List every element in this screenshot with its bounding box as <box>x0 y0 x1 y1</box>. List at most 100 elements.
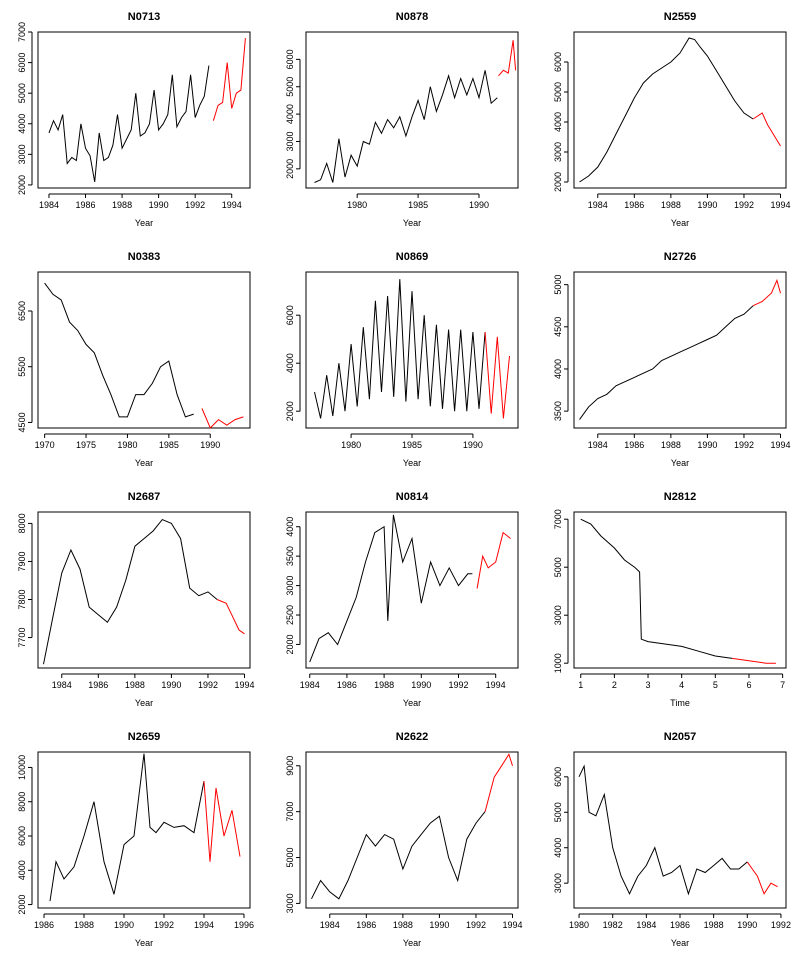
panel-n0814: N0814 1984 1986 1988 1990 1992 1994 2000 2500 300… <box>285 491 519 708</box>
y-tick-label: 4000 <box>17 114 27 134</box>
x-axis-label: Year <box>135 698 153 708</box>
plot-frame <box>573 271 787 429</box>
y-tick-label: 9000 <box>285 756 295 776</box>
chart-title: N2559 <box>664 11 696 23</box>
plot-frame <box>573 31 787 189</box>
x-axis-label: Year <box>135 938 153 948</box>
forecast-series-line <box>216 599 245 635</box>
x-tick-label: 1986 <box>88 680 108 690</box>
y-tick-label: 4000 <box>285 104 295 124</box>
x-tick-label: 1986 <box>356 920 376 930</box>
x-tick-label: 1990 <box>149 200 169 210</box>
history-series-line <box>311 811 486 900</box>
chart-title: N0878 <box>396 11 428 23</box>
y-tick-label: 2000 <box>285 634 295 654</box>
x-axis-label: Year <box>135 218 153 228</box>
x-tick-label: 1986 <box>34 920 54 930</box>
x-tick-label: 1990 <box>469 200 489 210</box>
x-tick-label: 1992 <box>185 200 205 210</box>
x-tick-label: 1984 <box>588 440 608 450</box>
plot-frame <box>573 511 787 669</box>
x-tick-label: 1970 <box>35 440 55 450</box>
history-series-line <box>309 514 473 663</box>
x-tick-label: 1992 <box>734 200 754 210</box>
x-tick-label: 1986 <box>624 440 644 450</box>
x-axis-label: Year <box>135 458 153 468</box>
chart-title: N2812 <box>664 491 696 503</box>
chart-title: N0713 <box>128 11 160 23</box>
panel-n0713: N0713 1984 1986 1988 1990 1992 1994 2000 3000 400… <box>17 11 251 228</box>
x-tick-label: 1988 <box>374 680 394 690</box>
forecast-series-line <box>476 531 511 589</box>
x-tick-label: 1990 <box>697 200 717 210</box>
x-tick-label: 1990 <box>429 920 449 930</box>
panel-n0383: N0383 1970 1975 1980 1985 1990 4500 5500 6500 Yea… <box>17 251 251 468</box>
x-tick-label: 1988 <box>704 920 724 930</box>
x-tick-label: 1988 <box>393 920 413 930</box>
y-tick-label: 2000 <box>285 159 295 179</box>
x-tick-label: 1988 <box>112 200 132 210</box>
plot-frame <box>37 271 251 429</box>
y-tick-label: 3000 <box>285 131 295 151</box>
x-tick-label: 1994 <box>222 200 242 210</box>
x-axis-label: Year <box>671 938 689 948</box>
history-series-line <box>579 305 754 420</box>
y-tick-label: 7000 <box>17 22 27 42</box>
y-tick-label: 4000 <box>285 353 295 373</box>
x-tick-label: 1994 <box>235 680 255 690</box>
x-tick-label: 1980 <box>117 440 137 450</box>
y-tick-label: 3000 <box>17 144 27 164</box>
y-tick-label: 4500 <box>553 317 563 337</box>
y-tick-label: 1000 <box>553 653 563 673</box>
y-tick-label: 5000 <box>285 848 295 868</box>
y-tick-label: 5000 <box>553 82 563 102</box>
x-tick-label: 3 <box>646 680 651 690</box>
x-tick-label: 1984 <box>588 200 608 210</box>
panel-n2559: N2559 1984 1986 1988 1990 1992 1994 2000 3000 400… <box>553 11 791 228</box>
y-tick-label: 2000 <box>17 175 27 195</box>
plot-frame <box>37 751 251 909</box>
x-axis-label: Year <box>671 218 689 228</box>
x-tick-label: 1982 <box>603 920 623 930</box>
y-tick-label: 4000 <box>553 112 563 132</box>
y-tick-label: 4000 <box>17 860 27 880</box>
x-tick-label: 1994 <box>486 680 506 690</box>
plot-frame <box>305 271 519 429</box>
panel-n2687: N2687 1984 1986 1988 1990 1992 1994 7700 7800 790… <box>17 491 255 708</box>
x-tick-label: 1994 <box>503 920 523 930</box>
x-tick-label: 1985 <box>402 440 422 450</box>
x-tick-label: 5 <box>713 680 718 690</box>
y-tick-label: 4000 <box>553 838 563 858</box>
panel-n2812: N2812 1 2 3 4 5 6 7 1000 3000 5000 7000 Time <box>553 491 787 708</box>
history-series-line <box>43 518 218 665</box>
x-tick-label: 1990 <box>161 680 181 690</box>
chart-title: N2057 <box>664 731 696 743</box>
forecast-series-line <box>203 781 241 862</box>
plot-frame <box>305 511 519 669</box>
x-tick-label: 1988 <box>74 920 94 930</box>
forecast-series-line <box>484 331 510 419</box>
x-tick-label: 1980 <box>341 440 361 450</box>
x-tick-label: 1994 <box>771 200 791 210</box>
x-tick-label: 1992 <box>466 920 486 930</box>
x-axis-label: Year <box>403 938 421 948</box>
history-series-line <box>49 753 205 902</box>
x-tick-label: 1996 <box>234 920 254 930</box>
history-series-line <box>579 37 754 183</box>
y-tick-label: 6000 <box>285 305 295 325</box>
forecast-series-line <box>201 408 244 429</box>
plot-frame <box>573 751 787 909</box>
x-tick-label: 1975 <box>76 440 96 450</box>
x-tick-label: 1988 <box>125 680 145 690</box>
x-tick-label: 1984 <box>636 920 656 930</box>
x-tick-label: 1 <box>578 680 583 690</box>
x-tick-label: 1986 <box>76 200 96 210</box>
x-tick-label: 1990 <box>737 920 757 930</box>
x-tick-label: 1984 <box>320 920 340 930</box>
y-tick-label: 3000 <box>553 605 563 625</box>
x-tick-label: 1988 <box>661 440 681 450</box>
panel-n0869: N0869 1980 1985 1990 2000 4000 6000 Year <box>285 251 519 468</box>
y-tick-label: 3000 <box>285 576 295 596</box>
y-tick-label: 8000 <box>17 513 27 533</box>
